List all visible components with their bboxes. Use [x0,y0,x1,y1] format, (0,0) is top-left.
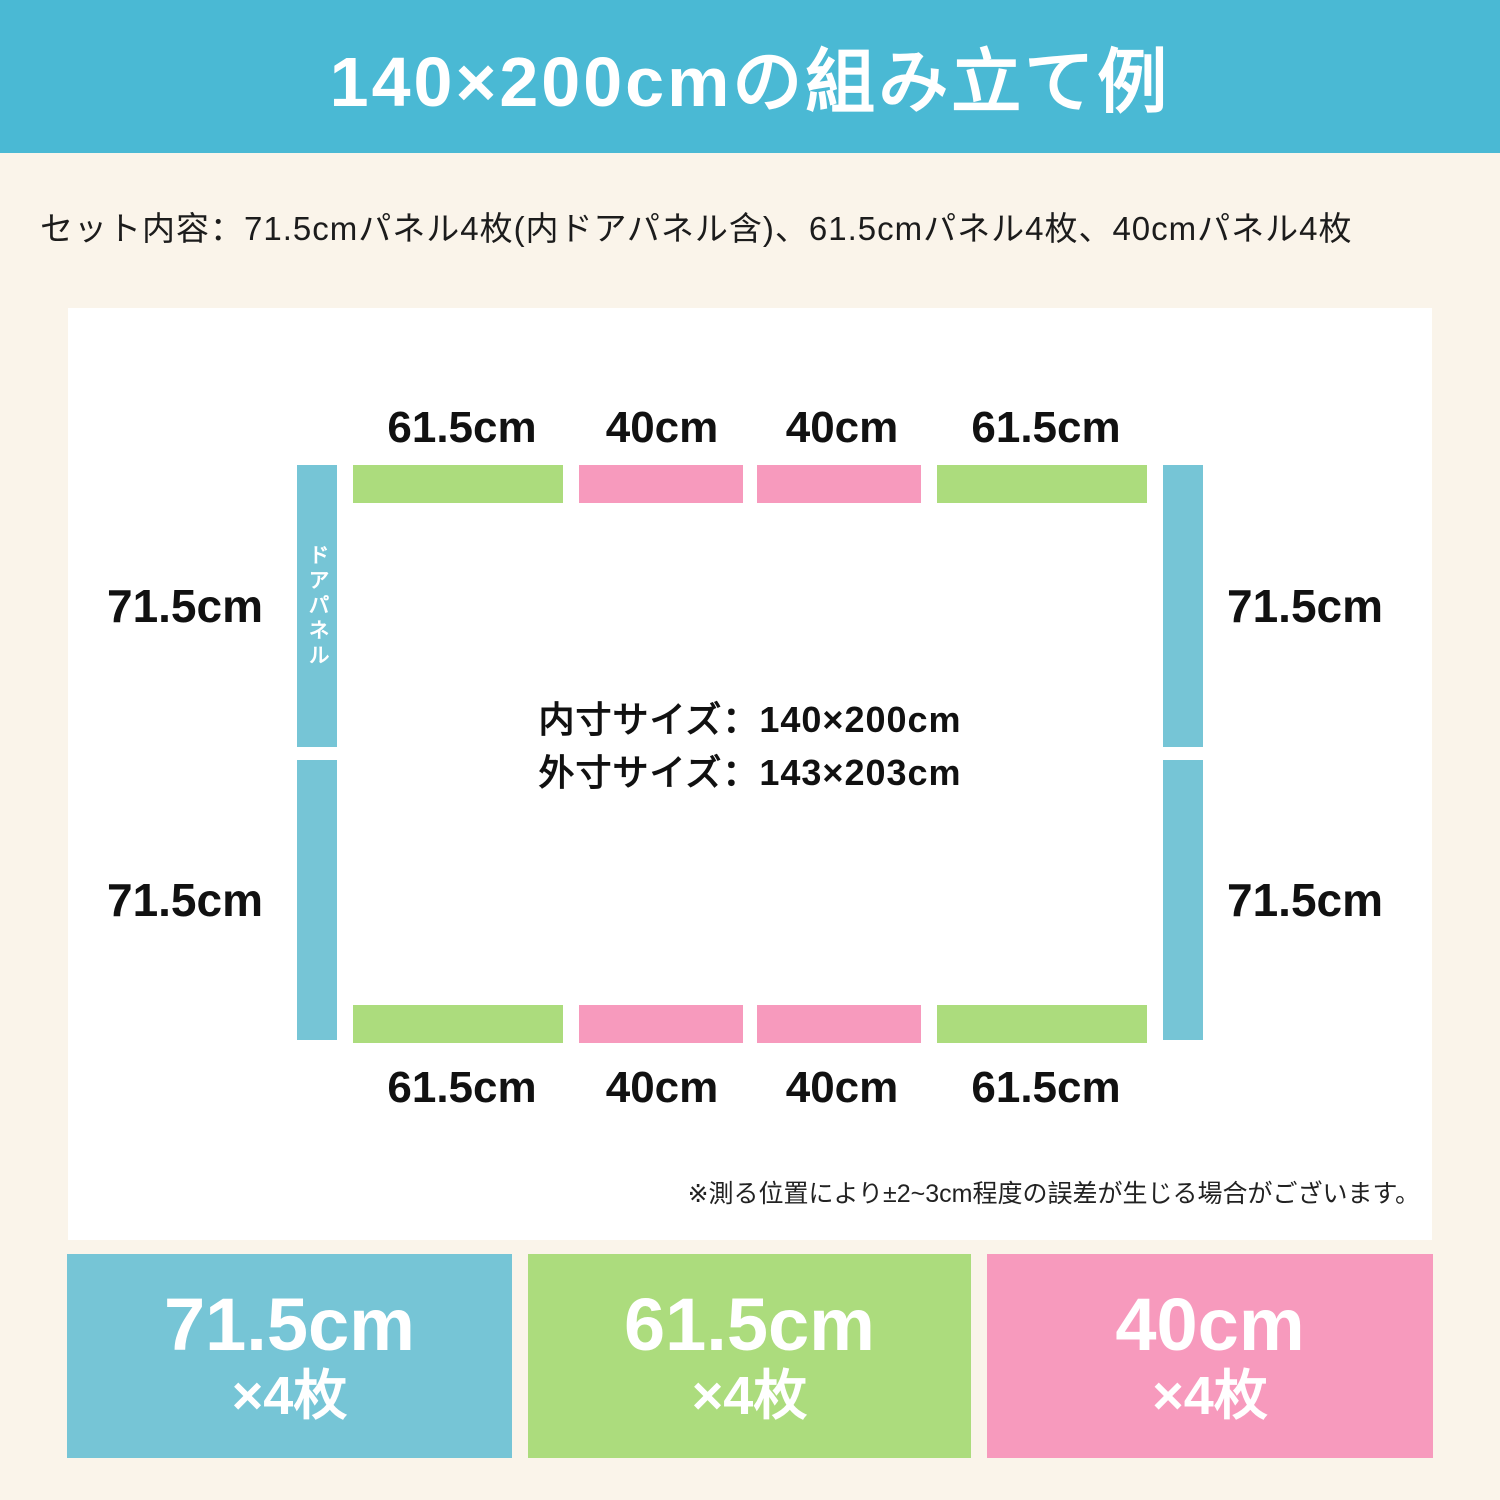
panel-top-pink-2 [757,465,921,503]
panel-right-upper [1163,465,1203,747]
panel-left-lower [297,760,337,1040]
dimension-label-bottom-3: 40cm [785,1063,899,1112]
outer-size-text: 外寸サイズ：143×203cm [538,752,962,793]
legend-block-40cm: 40cm ×4枚 [987,1254,1433,1458]
dimension-label-bottom-1: 61.5cm [387,1063,537,1112]
size-summary: 内寸サイズ：140×200cm 外寸サイズ：143×203cm [68,693,1432,799]
panel-right-lower [1163,760,1203,1040]
legend-size-label: 61.5cm [624,1283,875,1366]
door-panel-label: ドアパネル [306,543,329,669]
dimension-label-top-4: 61.5cm [971,403,1121,452]
legend-count-label: ×4枚 [1152,1365,1268,1426]
legend-size-label: 71.5cm [164,1283,415,1366]
diagram-board: 61.5cm 40cm 40cm 61.5cm ドアパネル 71.5cm 71.… [68,308,1432,1240]
legend-count-label: ×4枚 [231,1365,348,1426]
inner-size-text: 内寸サイズ：140×200cm [538,699,962,740]
dimension-label-left-upper: 71.5cm [106,580,263,632]
dimension-label-bottom-4: 61.5cm [971,1063,1121,1112]
header-banner: 140×200cmの組み立て例 [0,0,1500,153]
page-title: 140×200cmの組み立て例 [329,43,1171,121]
legend-count-label: ×4枚 [691,1365,808,1426]
legend-size-label: 40cm [1115,1283,1305,1366]
dimension-label-right-lower: 71.5cm [1227,874,1384,926]
legend-block-71-5cm: 71.5cm ×4枚 [67,1254,512,1458]
set-contents-text: セット内容：71.5cmパネル4枚(内ドアパネル含)、61.5cmパネル4枚、4… [40,210,1353,247]
dimension-label-top-3: 40cm [785,403,899,452]
dimension-label-right-upper: 71.5cm [1227,580,1384,632]
dimension-label-top-2: 40cm [605,403,719,452]
dimension-label-left-lower: 71.5cm [106,874,263,926]
panel-bottom-green-2 [937,1005,1147,1043]
panel-bottom-pink-1 [579,1005,743,1043]
dimension-label-top-1: 61.5cm [387,403,537,452]
measurement-note: ※測る位置により±2~3cm程度の誤差が生じる場合がございます。 [687,1180,1420,1208]
panel-top-green-1 [353,465,563,503]
legend-block-61-5cm: 61.5cm ×4枚 [528,1254,971,1458]
dimension-label-bottom-2: 40cm [605,1063,719,1112]
panel-bottom-pink-2 [757,1005,921,1043]
panel-left-upper-door: ドアパネル [297,465,337,747]
panel-bottom-green-1 [353,1005,563,1043]
panel-top-green-2 [937,465,1147,503]
panel-top-pink-1 [579,465,743,503]
